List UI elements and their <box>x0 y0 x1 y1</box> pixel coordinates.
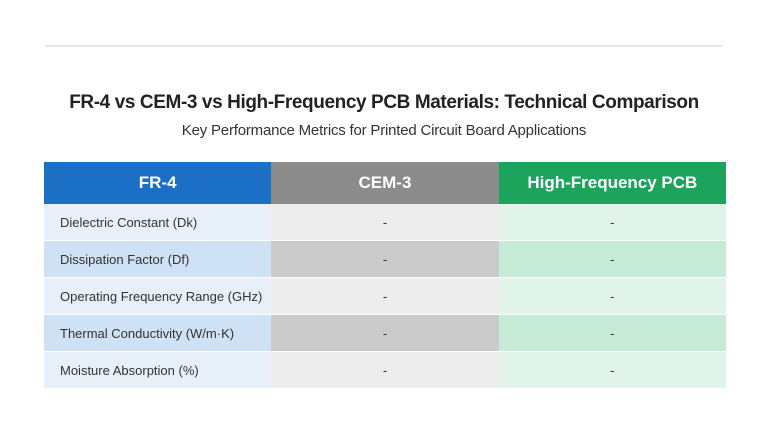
cell: - <box>271 240 499 278</box>
row-label: Operating Frequency Range (GHz) <box>44 277 272 315</box>
table-body: Dielectric Constant (Dk) - - Dissipation Fa… <box>44 204 726 389</box>
cell: - <box>271 277 499 315</box>
column-header: FR-4 <box>44 162 272 204</box>
cell: - <box>498 240 726 278</box>
table-row: Dissipation Factor (Df) - - <box>44 240 726 278</box>
row-label: Dielectric Constant (Dk) <box>44 204 272 241</box>
cell: - <box>498 314 726 352</box>
column-header: CEM-3 <box>271 162 499 204</box>
table-row: Dielectric Constant (Dk) - - <box>44 204 726 241</box>
cell: - <box>498 351 726 389</box>
header-row: FR-4 CEM-3 High-Frequency PCB <box>44 162 726 204</box>
divider <box>45 45 722 47</box>
cell: - <box>498 277 726 315</box>
cell: - <box>271 204 499 241</box>
cell: - <box>271 351 499 389</box>
table-row: Thermal Conductivity (W/m·K) - - <box>44 314 726 352</box>
column-header: High-Frequency PCB <box>498 162 726 204</box>
row-label: Thermal Conductivity (W/m·K) <box>44 314 272 352</box>
comparison-table: FR-4 CEM-3 High-Frequency PCB Dielectric C… <box>44 162 726 389</box>
subtitle: Key Performance Metrics for Printed Circ… <box>181 122 587 139</box>
title: FR-4 vs CEM-3 vs High-Frequency PCB Mate… <box>69 92 699 113</box>
row-label: Moisture Absorption (%) <box>44 351 272 389</box>
cell: - <box>271 314 499 352</box>
row-label: Dissipation Factor (Df) <box>44 240 272 278</box>
cell: - <box>498 204 726 241</box>
table-row: Moisture Absorption (%) - - <box>44 351 726 389</box>
table-row: Operating Frequency Range (GHz) - - <box>44 277 726 315</box>
